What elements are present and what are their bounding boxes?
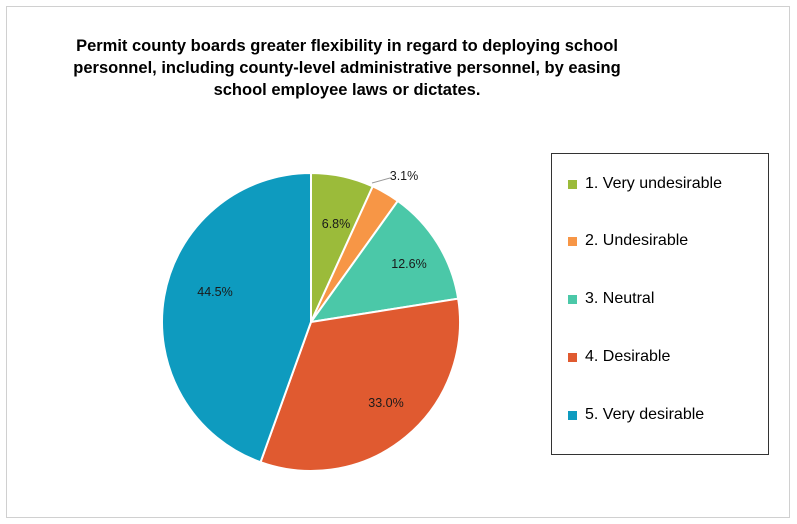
legend-item-2: 2. Undesirable xyxy=(568,231,688,251)
data-label-3: 12.6% xyxy=(391,257,426,271)
data-label-2: 3.1% xyxy=(390,169,419,183)
legend-item-1: 1. Very undesirable xyxy=(568,174,722,194)
legend-label: 3. Neutral xyxy=(585,290,655,307)
legend-swatch xyxy=(568,352,577,362)
legend-item-5: 5. Very desirable xyxy=(568,405,704,425)
legend-swatch xyxy=(568,410,577,420)
legend-item-4: 4. Desirable xyxy=(568,347,670,367)
pie-slice-5 xyxy=(161,171,312,464)
legend-swatch xyxy=(568,179,577,189)
legend: 1. Very undesirable 2. Undesirable 3. Neut… xyxy=(551,153,769,455)
legend-item-3: 3. Neutral xyxy=(568,289,654,309)
legend-label: 1. Very undesirable xyxy=(585,175,722,192)
chart-title: Permit county boards greater flexibility… xyxy=(73,37,621,99)
legend-swatch xyxy=(568,236,577,246)
data-label-1: 6.8% xyxy=(322,217,351,231)
legend-label: 2. Undesirable xyxy=(585,232,689,249)
legend-label: 4. Desirable xyxy=(585,348,671,365)
pie-slice-4 xyxy=(259,297,461,472)
data-label-5: 44.5% xyxy=(197,285,232,299)
legend-label: 5. Very desirable xyxy=(585,406,705,423)
legend-swatch xyxy=(568,294,577,304)
pie-slice-3 xyxy=(308,199,460,324)
data-label-4: 33.0% xyxy=(368,396,403,410)
leader-line xyxy=(371,177,391,184)
